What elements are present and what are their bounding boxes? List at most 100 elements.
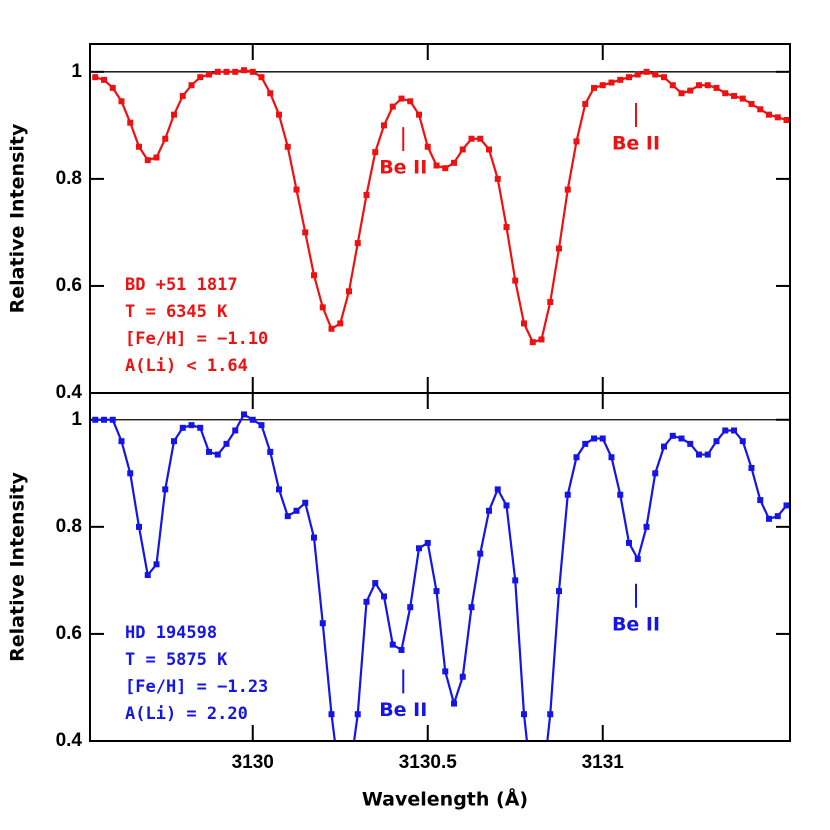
data-point bbox=[92, 416, 99, 423]
data-point bbox=[188, 82, 195, 89]
y-tick-label: 1 bbox=[71, 409, 82, 430]
data-point bbox=[127, 119, 134, 126]
data-point bbox=[319, 620, 326, 627]
star-info: T = 5875 K bbox=[125, 650, 228, 670]
data-point bbox=[468, 135, 475, 142]
data-point bbox=[634, 555, 641, 562]
plot-area bbox=[92, 411, 790, 798]
x-tick-label: 3131 bbox=[582, 752, 625, 773]
star-info: T = 6345 K bbox=[125, 302, 228, 322]
data-point bbox=[319, 304, 326, 311]
data-point bbox=[564, 186, 571, 193]
y-tick-label: 0.4 bbox=[56, 730, 83, 751]
data-point bbox=[669, 432, 676, 439]
data-point bbox=[407, 98, 414, 105]
data-point bbox=[302, 229, 309, 236]
data-point bbox=[284, 513, 291, 520]
data-point bbox=[372, 149, 379, 156]
data-point bbox=[153, 561, 160, 568]
data-point bbox=[774, 513, 781, 520]
data-point bbox=[153, 154, 160, 161]
data-point bbox=[416, 111, 422, 118]
data-point bbox=[136, 523, 142, 530]
data-point bbox=[354, 711, 361, 718]
data-point bbox=[503, 502, 510, 509]
data-point bbox=[302, 499, 309, 506]
data-point bbox=[564, 491, 571, 498]
data-point bbox=[424, 539, 431, 546]
data-point bbox=[372, 580, 379, 587]
data-point bbox=[521, 320, 527, 327]
data-point bbox=[722, 90, 729, 97]
data-point bbox=[92, 74, 99, 81]
data-point bbox=[539, 792, 545, 798]
data-point bbox=[109, 416, 116, 423]
star-info: A(Li) = 2.20 bbox=[125, 704, 248, 724]
data-point bbox=[582, 100, 589, 107]
data-point bbox=[512, 277, 519, 284]
data-point bbox=[276, 111, 282, 118]
data-point bbox=[276, 486, 282, 493]
data-point bbox=[416, 545, 422, 552]
data-point bbox=[556, 245, 562, 252]
data-point bbox=[529, 339, 536, 346]
data-point bbox=[766, 515, 772, 522]
y-tick-label: 0.6 bbox=[56, 623, 82, 644]
data-point bbox=[188, 422, 195, 429]
data-point bbox=[748, 464, 755, 471]
data-point bbox=[206, 448, 212, 455]
data-point bbox=[241, 67, 247, 74]
data-point bbox=[118, 438, 125, 445]
data-point bbox=[249, 416, 256, 423]
data-point bbox=[486, 146, 492, 153]
data-point bbox=[293, 186, 300, 193]
data-point bbox=[477, 135, 484, 142]
y-tick-label: 0.8 bbox=[56, 516, 82, 537]
data-point bbox=[328, 711, 335, 718]
data-point bbox=[197, 74, 204, 81]
feature-label: Be II bbox=[379, 699, 427, 721]
data-point bbox=[626, 74, 632, 81]
data-point bbox=[459, 673, 466, 680]
data-point bbox=[669, 82, 676, 89]
data-point bbox=[381, 122, 387, 129]
data-point bbox=[354, 240, 361, 247]
data-point bbox=[249, 68, 256, 75]
data-point bbox=[696, 82, 702, 89]
data-point bbox=[101, 76, 107, 83]
x-tick-label: 3130 bbox=[232, 752, 274, 773]
data-point bbox=[197, 424, 204, 431]
data-point bbox=[144, 572, 151, 579]
data-point bbox=[241, 411, 247, 418]
data-point bbox=[573, 454, 580, 461]
data-point bbox=[118, 98, 125, 105]
data-point bbox=[757, 497, 764, 504]
data-point bbox=[643, 68, 650, 75]
data-point bbox=[661, 74, 667, 81]
data-point bbox=[214, 451, 221, 458]
data-point bbox=[494, 486, 501, 493]
data-point bbox=[381, 593, 387, 600]
data-point bbox=[451, 700, 457, 707]
data-point bbox=[774, 114, 781, 121]
data-point bbox=[171, 438, 177, 445]
data-point bbox=[363, 191, 370, 198]
data-point bbox=[337, 781, 343, 787]
data-point bbox=[442, 165, 449, 172]
data-point bbox=[599, 82, 606, 89]
data-point bbox=[582, 440, 589, 447]
data-point bbox=[284, 143, 291, 150]
data-point bbox=[258, 422, 265, 429]
star-info: HD 194598 bbox=[125, 623, 217, 643]
x-tick-label: 3130.5 bbox=[399, 752, 458, 773]
data-point bbox=[678, 435, 685, 442]
data-point bbox=[267, 90, 274, 97]
data-point bbox=[704, 82, 711, 89]
y-tick-label: 0.6 bbox=[56, 275, 82, 296]
star-info: BD +51 1817 bbox=[125, 275, 238, 295]
data-point bbox=[398, 646, 405, 653]
data-point bbox=[512, 577, 519, 584]
data-point bbox=[556, 588, 562, 595]
data-point bbox=[232, 427, 239, 434]
